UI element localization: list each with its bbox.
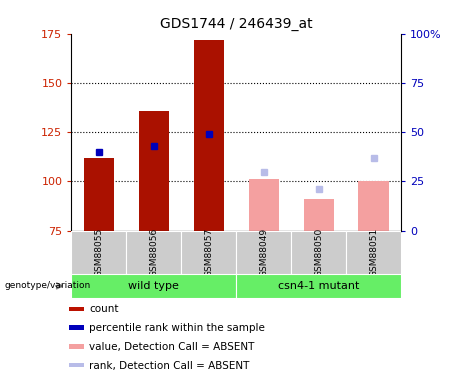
- Text: percentile rank within the sample: percentile rank within the sample: [89, 323, 265, 333]
- Bar: [69, 326, 84, 330]
- Bar: [69, 344, 84, 349]
- Bar: [303, 199, 334, 231]
- Bar: [359, 182, 389, 231]
- Text: genotype/variation: genotype/variation: [5, 281, 91, 290]
- Text: GSM88050: GSM88050: [314, 228, 323, 277]
- Bar: [291, 231, 346, 274]
- Bar: [71, 231, 126, 274]
- Bar: [126, 231, 181, 274]
- Text: rank, Detection Call = ABSENT: rank, Detection Call = ABSENT: [89, 361, 250, 370]
- Bar: [69, 307, 84, 311]
- Text: GSM88056: GSM88056: [149, 228, 159, 277]
- Bar: [346, 231, 401, 274]
- Bar: [139, 111, 169, 231]
- Text: GSM88057: GSM88057: [204, 228, 213, 277]
- Bar: [236, 274, 401, 298]
- Text: GSM88055: GSM88055: [95, 228, 103, 277]
- Text: csn4-1 mutant: csn4-1 mutant: [278, 281, 360, 291]
- Title: GDS1744 / 246439_at: GDS1744 / 246439_at: [160, 17, 313, 32]
- Text: wild type: wild type: [129, 281, 179, 291]
- Text: GSM88049: GSM88049: [259, 228, 268, 277]
- Text: count: count: [89, 304, 119, 314]
- Text: GSM88051: GSM88051: [369, 228, 378, 277]
- Text: value, Detection Call = ABSENT: value, Detection Call = ABSENT: [89, 342, 255, 352]
- Bar: [248, 180, 279, 231]
- Bar: [69, 363, 84, 368]
- Bar: [84, 158, 114, 231]
- Bar: [236, 231, 291, 274]
- Bar: [181, 231, 236, 274]
- Bar: [194, 40, 224, 231]
- Bar: [71, 274, 236, 298]
